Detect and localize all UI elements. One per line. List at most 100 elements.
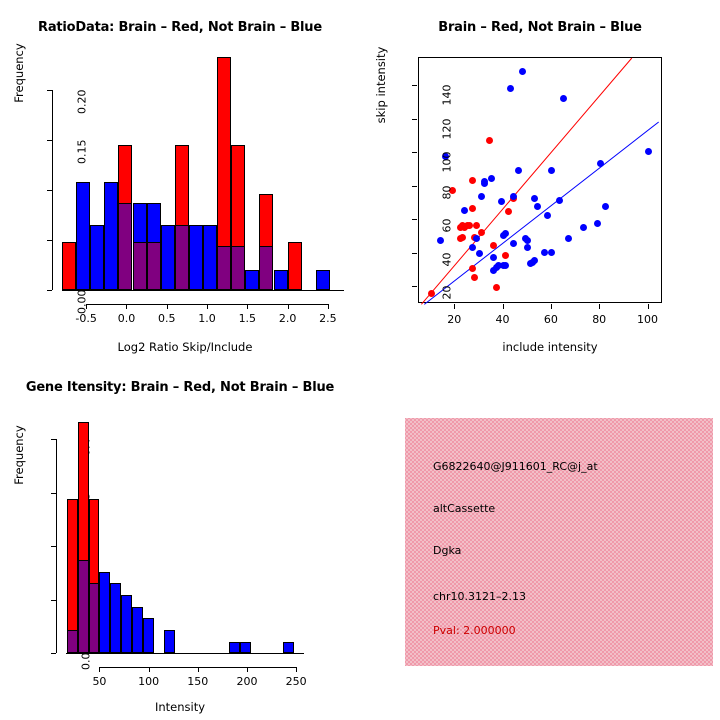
y-axis-tick xyxy=(47,190,52,191)
histogram-bar xyxy=(142,618,154,653)
scatter-point xyxy=(519,67,527,75)
x-axis-tick-label: 0.5 xyxy=(157,312,176,325)
scatter-point xyxy=(478,193,486,201)
x-axis-tick xyxy=(207,304,209,309)
y-axis-tick xyxy=(47,290,52,291)
scatter-point xyxy=(468,265,476,273)
scatter-point xyxy=(565,235,573,243)
x-axis-tick xyxy=(454,304,456,309)
histogram-bar xyxy=(188,225,203,290)
x-axis-tick xyxy=(148,667,150,672)
gene-histogram-bars xyxy=(66,418,304,653)
x-axis-tick xyxy=(296,667,298,672)
scatter-point xyxy=(480,178,488,186)
ratio-histogram-title: RatioData: Brain – Red, Not Brain – Blue xyxy=(38,20,322,35)
scatter-point xyxy=(497,198,505,206)
x-axis-tick xyxy=(166,304,168,309)
histogram-bar xyxy=(110,583,122,653)
histogram-bar xyxy=(121,594,132,653)
y-axis-tick-label: 0.0 xyxy=(79,652,93,671)
scatter-point xyxy=(458,233,466,241)
panel-ratio-histogram: RatioData: Brain – Red, Not Brain – Blue… xyxy=(0,0,360,360)
x-axis-tick xyxy=(246,667,248,672)
regression-line xyxy=(423,121,659,305)
y-axis-tick xyxy=(51,599,56,601)
histogram-bar xyxy=(90,225,105,290)
locus-text: chr10.3121–2.13 xyxy=(433,590,527,603)
x-axis-line xyxy=(86,304,328,305)
y-axis-tick xyxy=(51,653,56,654)
scatter-point xyxy=(531,195,539,203)
gene-info-box: G6822640@J911601_RC@j_at altCassette Dgk… xyxy=(405,418,713,666)
histogram-bar-overlap xyxy=(118,203,133,290)
histogram-bar-overlap xyxy=(132,242,147,290)
panel-gene-intensity-histogram: Gene Itensity: Brain – Red, Not Brain – … xyxy=(0,360,360,720)
histogram-bar xyxy=(283,642,295,653)
scatter-point xyxy=(601,203,609,211)
ratio-histogram-bars xyxy=(62,55,344,290)
scatter-point xyxy=(531,256,539,264)
x-axis-tick-label: 1.0 xyxy=(198,312,216,325)
x-axis-tick xyxy=(126,304,128,309)
histogram-bar xyxy=(131,606,143,653)
y-axis-tick xyxy=(51,492,56,494)
scatter-point xyxy=(507,84,515,92)
scatter-point xyxy=(524,236,532,244)
panel-intensity-scatter: Brain – Red, Not Brain – Blue skip inten… xyxy=(360,0,720,360)
scatter-point xyxy=(645,148,652,156)
y-axis-tick xyxy=(412,118,417,120)
scatter-point xyxy=(579,223,587,231)
scatter-plot-area xyxy=(418,57,662,305)
scatter-point xyxy=(468,243,476,251)
y-axis-tick-label: 140 xyxy=(440,84,454,106)
scatter-point xyxy=(473,235,481,243)
x-axis-tick xyxy=(327,304,329,309)
x-axis-tick-label: 50 xyxy=(92,675,107,688)
scatter-point xyxy=(543,211,551,219)
histogram-bar-overlap xyxy=(174,225,189,290)
x-axis-tick xyxy=(599,304,601,309)
histogram-bar xyxy=(76,182,91,290)
x-axis-tick xyxy=(647,304,649,309)
x-axis-tick-label: 60 xyxy=(543,313,558,326)
event-type-text: altCassette xyxy=(433,502,496,515)
y-axis-tick xyxy=(51,546,56,548)
scatter-point xyxy=(473,221,481,229)
histogram-bar xyxy=(245,270,260,290)
y-axis-tick xyxy=(47,240,52,241)
gene-histogram-title: Gene Itensity: Brain – Red, Not Brain – … xyxy=(25,380,335,395)
scatter-point xyxy=(548,166,556,174)
x-axis-tick xyxy=(197,667,199,672)
y-axis-tick-label: 0.15 xyxy=(75,139,89,165)
x-axis-tick-label: 200 xyxy=(236,675,258,688)
scatter-point xyxy=(490,253,498,261)
x-axis-tick-label: 2.5 xyxy=(319,312,337,325)
histogram-bar-overlap xyxy=(77,559,89,653)
x-axis-baseline xyxy=(62,290,344,291)
scatter-point xyxy=(449,186,457,194)
scatter-point xyxy=(478,228,486,236)
histogram-bar xyxy=(164,630,176,653)
x-axis-tick xyxy=(86,304,88,309)
panel-gene-info: G6822640@J911601_RC@j_at altCassette Dgk… xyxy=(360,360,720,720)
gene-histogram-xlabel: Intensity xyxy=(154,700,206,714)
y-axis-tick xyxy=(47,140,52,141)
histogram-bar xyxy=(229,642,241,653)
x-axis-tick-label: 2.0 xyxy=(278,312,297,325)
scatter-point xyxy=(471,273,479,281)
scatter-point xyxy=(502,230,510,238)
histogram-bar-overlap xyxy=(259,246,274,290)
y-axis-tick xyxy=(412,252,417,254)
histogram-bar xyxy=(240,642,251,653)
x-axis-tick-label: 0.0 xyxy=(117,312,136,325)
scatter-point xyxy=(514,166,522,174)
scatter-point xyxy=(533,203,541,211)
x-axis-baseline xyxy=(66,653,304,654)
gene-symbol-text: Dgka xyxy=(433,544,462,557)
x-axis-tick-label: 1.5 xyxy=(238,312,257,325)
histogram-bar-overlap xyxy=(66,630,78,653)
x-axis-tick-label: 20 xyxy=(447,313,462,326)
histogram-bar xyxy=(273,270,288,290)
x-axis-tick-label: 40 xyxy=(495,313,510,326)
scatter-xlabel: include intensity xyxy=(502,340,598,354)
